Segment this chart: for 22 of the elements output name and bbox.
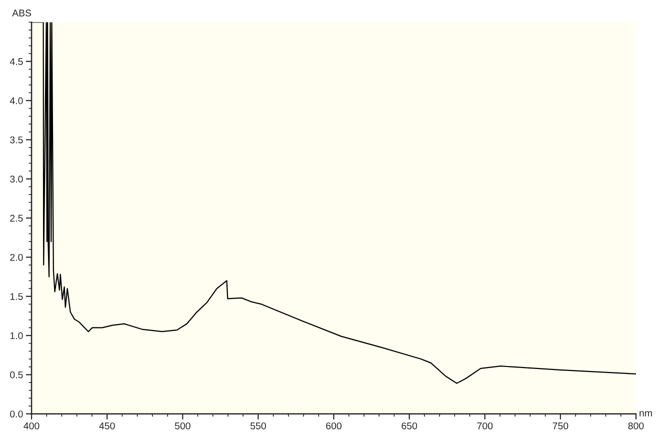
x-tick-label: 550 [250,422,266,430]
y-tick-label: 1.5 [10,293,23,300]
x-tick-label: 400 [24,422,40,430]
x-tick-label: 800 [628,422,644,430]
y-axis-title: ABS [12,10,32,16]
line-series [32,22,636,384]
y-tick-label: 2.0 [10,254,23,261]
y-tick-label: 0.5 [10,371,23,378]
y-tick-label: 3.0 [10,176,23,183]
x-axis-title: nm [640,411,652,416]
x-tick-label: 750 [552,422,568,430]
x-tick-label: 450 [99,422,115,430]
x-tick-label: 600 [326,422,342,430]
x-tick-label: 500 [174,422,190,430]
y-tick-label: 4.0 [10,97,23,104]
y-tick-label: 1.0 [10,332,23,340]
y-tick-label: 3.5 [10,136,23,144]
x-tick-label: 650 [402,422,418,430]
y-tick-label: 4.5 [10,58,23,66]
y-tick-label: 0.0 [10,410,23,418]
x-tick-label: 700 [477,422,493,430]
y-tick-label: 2.5 [10,214,23,222]
